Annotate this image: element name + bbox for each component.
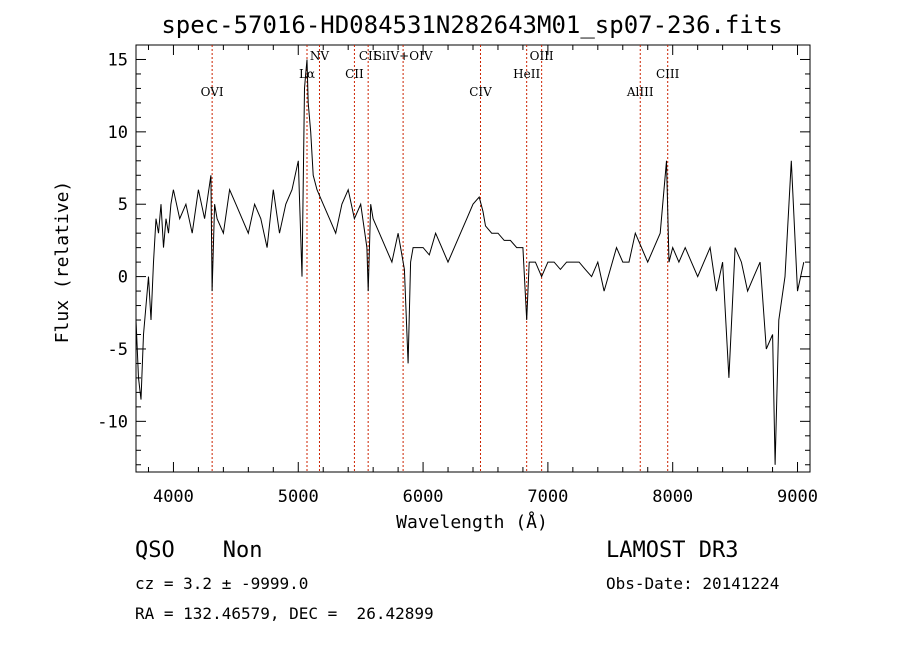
object-class: QSO Non [135,538,263,563]
x-tick-label: 6000 [403,487,444,507]
y-tick-label: -10 [97,412,128,432]
coordinates: RA = 132.46579, DEC = 26.42899 [135,604,434,623]
y-tick-label: -5 [108,340,128,360]
x-axis-label: Wavelength (Å) [396,511,548,533]
survey-label: LAMOST DR3 [606,538,739,563]
annotation-lines [211,45,669,472]
y-tick-label: 15 [108,50,128,70]
x-tick-label: 5000 [278,487,319,507]
line-marker-label: OVI [201,85,224,99]
x-tick-label: 4000 [153,487,194,507]
x-tick-label: 8000 [652,487,693,507]
subclass-label: Non [222,538,263,563]
line-marker-label: SiIV+OIV [374,49,433,63]
annotation-labels: OVILαNVCIICIISiIV+OIVCIVHeIIOIIIAlIIICII… [201,49,680,99]
x-axis-ticks: 4000 5000 6000 7000 8000 9000 [147,45,818,507]
line-marker-label: HeII [513,67,540,81]
y-tick-label: 0 [118,268,128,288]
chart-title: spec-57016-HD084531N282643M01_sp07-236.f… [161,11,782,39]
spectrum-layer [135,59,805,465]
y-axis-label: Flux (relative) [52,181,73,344]
y-axis-ticks: -10 -5 0 5 10 15 [97,44,810,466]
line-marker-label: CII [359,49,378,63]
line-marker-label: CIV [469,85,492,99]
obs-date: Obs-Date: 20141224 [606,574,780,593]
line-marker-label: AlIII [626,85,654,99]
redshift-readout: cz = 3.2 ± -9999.0 [135,574,309,593]
spectrum-chart: spec-57016-HD084531N282643M01_sp07-236.f… [52,11,818,533]
line-marker-label: NV [310,49,330,63]
x-tick-label: 9000 [777,487,818,507]
line-marker-label: OIII [530,49,554,63]
line-marker-label: CIII [656,67,680,81]
class-label: QSO [135,538,175,563]
x-tick-label: 7000 [527,487,568,507]
plot-frame [135,44,811,473]
spectrum-line [135,59,805,465]
y-tick-label: 10 [108,123,128,143]
y-tick-label: 5 [118,195,128,215]
line-marker-label: CII [345,67,364,81]
